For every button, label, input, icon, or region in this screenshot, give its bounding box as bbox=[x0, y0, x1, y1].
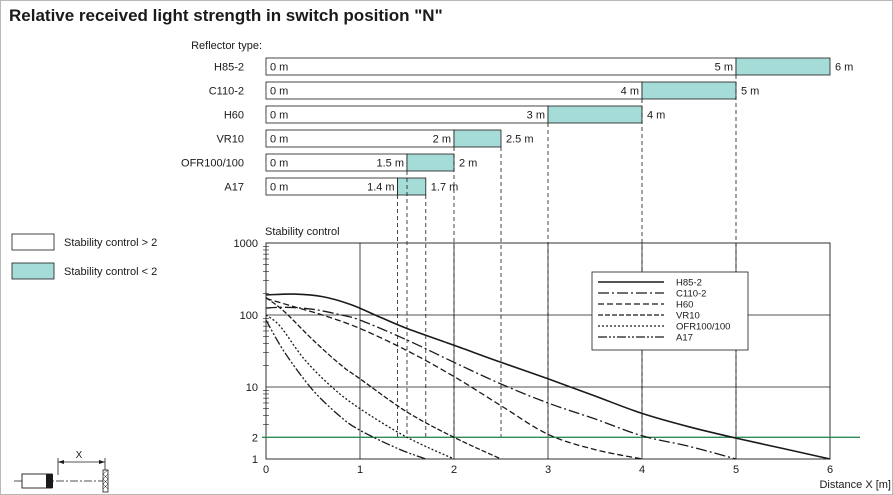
bar-unstable-segment bbox=[641, 81, 737, 100]
bar-unstable-segment bbox=[453, 129, 502, 148]
series-line bbox=[265, 314, 455, 460]
bar-stable-label: 3 m bbox=[527, 110, 545, 122]
y-tick-label: 10 bbox=[246, 382, 258, 394]
series-line bbox=[265, 293, 831, 460]
bar-stable-label: 2 m bbox=[433, 134, 451, 146]
series-legend-label: C110-2 bbox=[676, 289, 706, 300]
chart-grid bbox=[262, 242, 860, 460]
bar-reflector-name: H85-2 bbox=[214, 62, 244, 74]
bar-start-label: 0 m bbox=[270, 110, 288, 122]
bar-max-label: 1.7 m bbox=[431, 182, 459, 194]
bar-start-label: 0 m bbox=[270, 134, 288, 146]
bar-reflector-name: C110-2 bbox=[209, 86, 244, 98]
y-tick-label: 100 bbox=[240, 310, 258, 322]
bar-unstable-segment bbox=[735, 57, 831, 76]
bar-reflector-name: H60 bbox=[224, 110, 244, 122]
sketch-arrow-right bbox=[99, 460, 105, 464]
bar-reflector-name: VR10 bbox=[216, 134, 244, 146]
series-line bbox=[265, 319, 427, 460]
stability-legend: Stability control > 2 Stability control <… bbox=[11, 233, 157, 280]
y-axis-title: Stability control bbox=[265, 226, 340, 238]
legend-label: Stability control < 2 bbox=[64, 266, 157, 278]
bar-start-label: 0 m bbox=[270, 86, 288, 98]
bar-unstable-segment bbox=[406, 153, 455, 172]
x-tick-label: 1 bbox=[357, 464, 363, 476]
reflector-type-label: Reflector type: bbox=[191, 40, 262, 52]
bar-reflector-name: OFR100/100 bbox=[181, 158, 244, 170]
bar-max-label: 4 m bbox=[647, 110, 665, 122]
sensor-sketch: X bbox=[14, 450, 109, 493]
series-legend-label: OFR100/100 bbox=[676, 322, 730, 333]
bar-unstable-segment bbox=[397, 177, 427, 196]
legend-swatch bbox=[11, 233, 55, 251]
bar-stable-segment bbox=[265, 105, 549, 124]
y-tick-label: 1000 bbox=[234, 238, 258, 250]
sketch-arrow-left bbox=[58, 460, 64, 464]
bar-stable-label: 1.4 m bbox=[367, 182, 395, 194]
series-line bbox=[265, 296, 502, 460]
range-guide-lines bbox=[397, 75, 737, 438]
bar-stable-label: 5 m bbox=[715, 62, 733, 74]
reflector-range-bars: H85-2 0 m 5 m 6 m C110-2 0 m 4 m 5 m H60 0 m 3 m 4 … bbox=[181, 57, 853, 196]
chart-series-lines bbox=[265, 293, 831, 460]
x-tick-label: 4 bbox=[639, 464, 645, 476]
x-tick-label: 3 bbox=[545, 464, 551, 476]
bar-start-label: 0 m bbox=[270, 62, 288, 74]
series-legend-frame bbox=[591, 271, 749, 351]
bar-stable-segment bbox=[265, 57, 737, 76]
series-line bbox=[265, 306, 737, 460]
bar-max-label: 5 m bbox=[741, 86, 759, 98]
y-tick-label: 2 bbox=[252, 432, 258, 444]
bar-unstable-segment bbox=[547, 105, 643, 124]
series-legend-label: H60 bbox=[676, 300, 693, 311]
series-legend-label: VR10 bbox=[676, 311, 700, 322]
sketch-sensor-lens bbox=[46, 474, 53, 488]
x-axis-title: Distance X [m] bbox=[819, 479, 891, 491]
bar-stable-segment bbox=[265, 81, 643, 100]
series-legend-label: A17 bbox=[676, 333, 693, 344]
x-tick-label: 0 bbox=[263, 464, 269, 476]
bar-max-label: 2.5 m bbox=[506, 134, 534, 146]
bar-stable-label: 1.5 m bbox=[376, 158, 404, 170]
bar-max-label: 6 m bbox=[835, 62, 853, 74]
x-tick-label: 5 bbox=[733, 464, 739, 476]
legend-swatch bbox=[11, 262, 55, 280]
series-legend-label: H85-2 bbox=[676, 278, 702, 289]
bar-stable-label: 4 m bbox=[621, 86, 639, 98]
figure-title: Relative received light strength in swit… bbox=[9, 6, 443, 25]
sketch-reflector bbox=[102, 469, 109, 493]
bar-stable-segment bbox=[265, 129, 455, 148]
x-tick-label: 2 bbox=[451, 464, 457, 476]
bar-reflector-name: A17 bbox=[224, 182, 244, 194]
bar-start-label: 0 m bbox=[270, 158, 288, 170]
bar-max-label: 2 m bbox=[459, 158, 477, 170]
x-tick-label: 6 bbox=[827, 464, 833, 476]
legend-label: Stability control > 2 bbox=[64, 237, 157, 249]
y-tick-label: 1 bbox=[252, 454, 258, 466]
sketch-distance-label: X bbox=[76, 450, 83, 461]
sketch-reflector-hatch bbox=[102, 469, 109, 490]
bar-start-label: 0 m bbox=[270, 182, 288, 194]
